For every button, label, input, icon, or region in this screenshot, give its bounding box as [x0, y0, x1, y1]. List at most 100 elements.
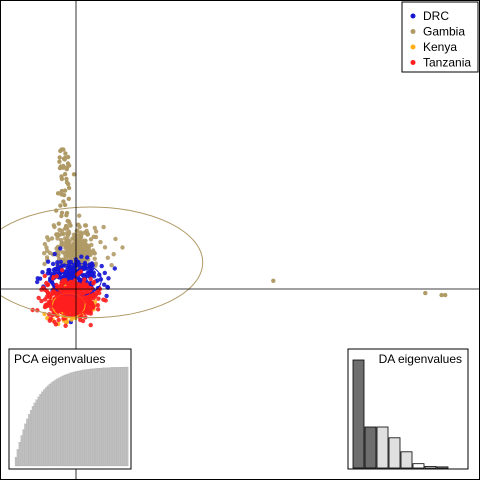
- data-point: [47, 250, 53, 256]
- data-point: [76, 270, 82, 276]
- data-point: [59, 213, 64, 219]
- data-point: [104, 293, 109, 299]
- data-point: [61, 192, 67, 198]
- data-point: [83, 223, 89, 228]
- data-point: [86, 243, 91, 248]
- data-point: [61, 165, 66, 170]
- legend-item-drc: DRC: [410, 9, 449, 23]
- data-point: [93, 234, 99, 240]
- data-point: [71, 236, 77, 241]
- data-point: [92, 225, 98, 231]
- data-point: [42, 273, 47, 279]
- data-point: [82, 273, 88, 278]
- data-point: [78, 234, 83, 239]
- data-point: [56, 221, 61, 226]
- data-point: [79, 254, 84, 259]
- data-point: [81, 266, 87, 272]
- data-point: [101, 224, 106, 230]
- data-point: [61, 199, 66, 204]
- data-point: [51, 223, 56, 228]
- legend-item-kenya: Kenya: [410, 40, 457, 54]
- data-point: [59, 231, 65, 236]
- legend-item-tanzania: Tanzania: [410, 56, 471, 70]
- ellipses-layer: [0, 206, 204, 319]
- data-point: [63, 323, 68, 328]
- data-point: [59, 176, 65, 182]
- data-point: [88, 311, 94, 316]
- data-point: [66, 185, 72, 191]
- data-point: [106, 276, 111, 281]
- da-bar: [388, 437, 401, 469]
- legend-label: Tanzania: [423, 56, 471, 70]
- data-point: [96, 296, 101, 301]
- ellipse-gambia: [0, 206, 204, 319]
- data-point: [82, 277, 87, 282]
- data-point: [102, 270, 108, 276]
- data-point: [58, 246, 63, 251]
- data-point: [44, 245, 49, 250]
- data-point: [81, 243, 86, 249]
- da-bar: [352, 359, 365, 469]
- data-point: [68, 259, 74, 265]
- legend-swatch: [410, 29, 416, 34]
- data-point: [66, 246, 71, 251]
- data-point: [112, 266, 118, 271]
- data-point: [80, 318, 86, 324]
- data-point: [46, 294, 52, 299]
- pca-eigen-inset: PCA eigenvalues: [8, 348, 132, 470]
- data-point: [102, 282, 107, 287]
- data-point: [75, 237, 81, 243]
- tanzania-centroid-blob: [55, 285, 86, 314]
- data-point: [46, 237, 51, 243]
- data-point: [93, 229, 99, 234]
- data-point: [65, 161, 71, 166]
- data-point: [68, 223, 73, 228]
- data-point-outlier: [439, 292, 444, 298]
- data-point: [88, 276, 93, 282]
- data-point: [63, 151, 68, 156]
- data-point: [59, 228, 65, 233]
- data-point: [60, 268, 65, 273]
- data-point-outlier: [66, 196, 72, 201]
- data-point: [49, 236, 55, 241]
- data-point: [72, 249, 78, 254]
- da-bar: [400, 451, 413, 469]
- da-bar: [436, 466, 449, 469]
- data-point: [95, 303, 101, 308]
- data-point: [69, 317, 74, 322]
- data-point: [47, 270, 52, 275]
- data-point: [57, 165, 63, 171]
- data-point: [63, 253, 68, 258]
- da-bar: [376, 426, 389, 469]
- data-point: [55, 236, 60, 241]
- pca-inset-title: PCA eigenvalues: [14, 352, 105, 366]
- data-point: [84, 230, 90, 235]
- data-point: [65, 271, 71, 276]
- data-point: [64, 176, 69, 182]
- data-point: [111, 252, 116, 257]
- data-point: [113, 236, 118, 242]
- data-point: [88, 322, 93, 328]
- ellipse-tanzania: [50, 282, 91, 317]
- data-point: [91, 281, 96, 286]
- data-point: [85, 255, 90, 260]
- data-point: [94, 290, 100, 295]
- data-point: [63, 226, 68, 231]
- data-point-outlier: [62, 172, 68, 177]
- data-point: [101, 297, 106, 302]
- data-point: [71, 243, 76, 249]
- data-point-outlier: [271, 278, 276, 283]
- data-point: [35, 279, 40, 285]
- data-point: [42, 287, 47, 292]
- legend-label: Kenya: [423, 40, 457, 54]
- data-point: [59, 188, 64, 194]
- data-point: [68, 253, 74, 259]
- data-point: [82, 239, 87, 244]
- data-point: [58, 203, 63, 208]
- data-point: [65, 218, 70, 224]
- data-point: [92, 256, 97, 261]
- data-point: [45, 282, 50, 288]
- data-point: [44, 303, 50, 309]
